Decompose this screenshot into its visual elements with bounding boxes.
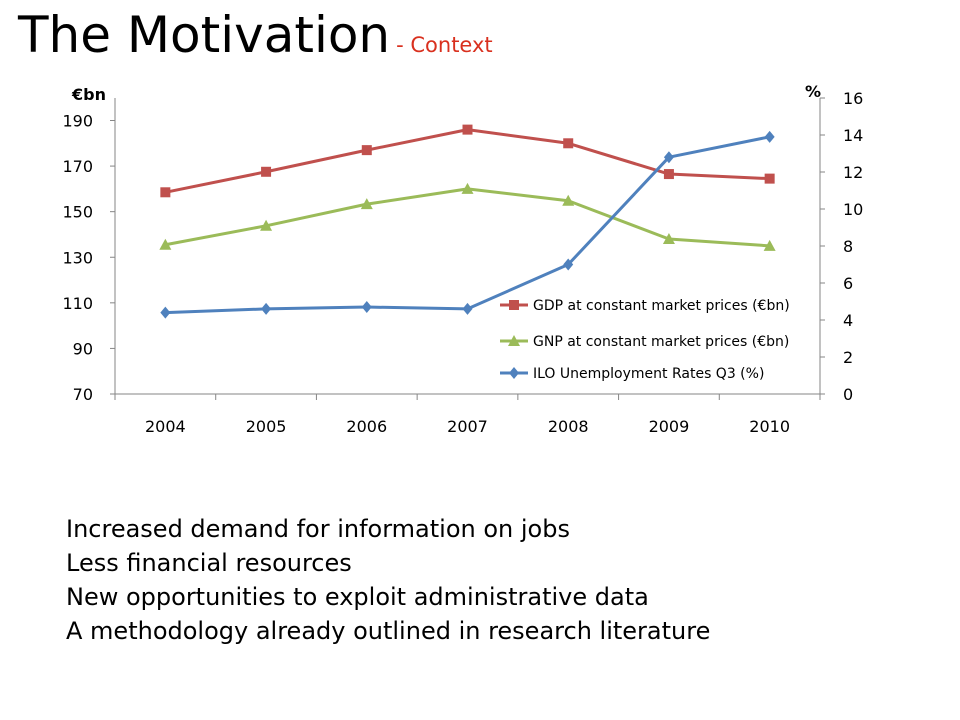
left-tick-label: 150 [62,203,93,222]
x-tick-label: 2007 [447,417,488,436]
data-point [764,130,775,143]
right-tick-label: 12 [843,163,863,182]
left-tick-label: 90 [73,339,93,358]
right-axis-label: % [805,82,821,101]
legend-item: GNP at constant market prices (€bn) [500,334,789,350]
left-tick-label: 130 [62,248,93,267]
x-tick-label: 2009 [649,417,690,436]
legend-label: ILO Unemployment Rates Q3 (%) [533,366,764,382]
left-axis-label: €bn [71,85,106,104]
data-point [764,173,775,184]
data-point [159,238,172,250]
data-point [260,219,273,231]
series-line [165,187,770,248]
data-point [462,124,473,135]
x-tick-label: 2008 [548,417,589,436]
data-point [261,166,272,177]
series-line [165,135,770,315]
data-point [663,151,674,164]
bullet-item: New opportunities to exploit administrat… [66,583,649,611]
data-point [563,138,574,149]
data-point [462,302,473,315]
data-point [509,300,519,310]
right-tick-label: 8 [843,237,853,256]
data-point [763,239,776,251]
slide-subtitle: - Context [396,33,493,57]
bullet-item: Increased demand for information on jobs [66,515,570,543]
data-point [360,198,373,210]
axes: 70 90 110 130 150 170 190 0 2 4 6 8 10 12 14 16 2004 2005… [62,82,863,436]
data-point [361,301,372,314]
bullet-item: Less financial resources [66,549,352,577]
slide-title: The Motivation [18,6,391,64]
data-point [261,302,272,315]
x-tick-label: 2010 [749,417,790,436]
series-gnp [159,182,776,251]
legend-item: ILO Unemployment Rates Q3 (%) [500,366,764,382]
data-point [663,169,674,180]
right-tick-label: 4 [843,311,853,330]
data-point [509,367,519,379]
left-tick-label: 70 [73,385,93,404]
bullet-item: A methodology already outlined in resear… [66,617,711,645]
x-tick-label: 2004 [145,417,186,436]
data-point [508,335,520,346]
series-gdp [160,124,775,198]
right-tick-label: 2 [843,348,853,367]
left-tick-label: 190 [62,112,93,131]
legend-item: GDP at constant market prices (€bn) [500,298,790,314]
data-point [160,187,171,198]
right-tick-label: 10 [843,200,863,219]
data-point [562,194,575,206]
title-row: The Motivation - Context [18,6,493,64]
right-tick-label: 0 [843,385,853,404]
line-chart: 70 90 110 130 150 170 190 0 2 4 6 8 10 12 14 16 2004 2005… [62,82,863,436]
left-tick-label: 110 [62,294,93,313]
right-tick-label: 14 [843,126,863,145]
legend: GDP at constant market prices (€bn) GNP a… [500,298,790,382]
legend-label: GNP at constant market prices (€bn) [533,334,789,350]
right-tick-label: 6 [843,274,853,293]
bullet-list: Increased demand for information on jobs… [66,512,710,648]
left-tick-label: 170 [62,157,93,176]
legend-label: GDP at constant market prices (€bn) [533,298,790,314]
right-tick-label: 16 [843,89,863,108]
data-point [662,233,675,245]
data-point [563,258,574,271]
data-point [361,145,372,156]
data-point [461,182,474,194]
series-ilo [160,130,775,319]
x-tick-label: 2005 [246,417,287,436]
x-tick-label: 2006 [346,417,387,436]
series-layer [159,124,776,319]
data-point [160,306,171,319]
